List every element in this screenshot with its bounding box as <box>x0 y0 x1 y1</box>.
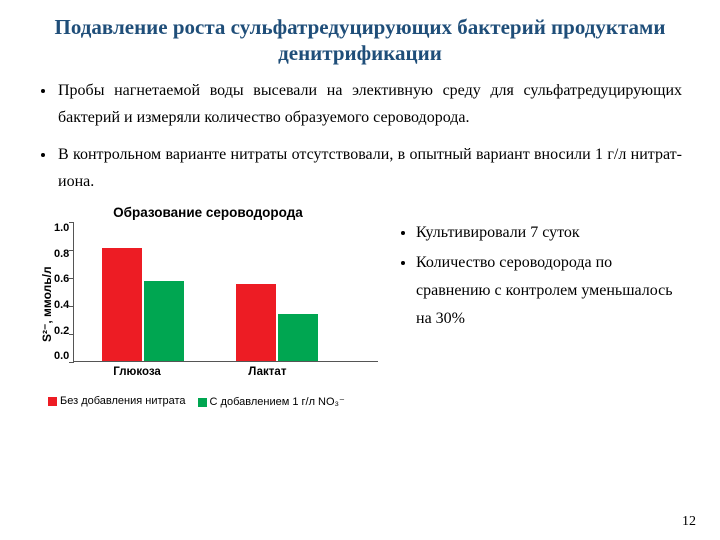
page-number: 12 <box>682 514 696 530</box>
y-tick: 0.8 <box>54 248 69 260</box>
top-bullets: Пробы нагнетаемой воды высевали на элект… <box>38 77 682 196</box>
bar-group <box>236 284 318 361</box>
chart-title: Образование сероводорода <box>38 205 378 220</box>
category-label: Лактат <box>248 366 286 378</box>
y-tick-mark <box>69 334 74 336</box>
y-tick: 0.4 <box>54 299 69 311</box>
y-tick: 0.6 <box>54 273 69 285</box>
y-tick-mark <box>69 306 74 308</box>
bar <box>102 248 142 361</box>
y-axis-label: S²⁻, ммоль/л <box>38 222 54 387</box>
bullet-item: Культивировали 7 суток <box>416 219 682 247</box>
chart-container: Образование сероводорода S²⁻, ммоль/л 1.… <box>38 205 378 408</box>
y-tick-mark <box>69 222 74 224</box>
y-tick-mark <box>69 362 74 364</box>
bullet-item: В контрольном варианте нитраты отсутство… <box>56 141 682 195</box>
legend-swatch <box>48 397 57 406</box>
bar <box>278 314 318 362</box>
bullet-item: Пробы нагнетаемой воды высевали на элект… <box>56 77 682 131</box>
bar <box>144 281 184 361</box>
y-axis-ticks: 1.0 0.8 0.6 0.4 0.2 0.0 <box>54 222 73 362</box>
legend-item: Без добавления нитрата <box>48 395 186 408</box>
slide-title: Подавление роста сульфатредуцирующих бак… <box>38 14 682 67</box>
plot-area <box>73 222 378 362</box>
y-tick: 1.0 <box>54 222 69 234</box>
y-tick: 0.0 <box>54 350 69 362</box>
legend-label: Без добавления нитрата <box>60 395 186 407</box>
y-tick-mark <box>69 250 74 252</box>
lower-row: Образование сероводорода S²⁻, ммоль/л 1.… <box>38 205 682 408</box>
legend-item: С добавлением 1 г/л NO₃⁻ <box>198 395 345 408</box>
y-tick-mark <box>69 278 74 280</box>
chart-legend: Без добавления нитрата С добавлением 1 г… <box>48 395 378 408</box>
chart-box: S²⁻, ммоль/л 1.0 0.8 0.6 0.4 0.2 0.0 Глю… <box>38 222 378 387</box>
bar-group <box>102 248 184 361</box>
bullet-item: Количество сероводорода по сравнению с к… <box>416 249 682 333</box>
plot-wrap: Глюкоза Лактат <box>73 222 378 387</box>
y-tick: 0.2 <box>54 325 69 337</box>
category-label: Глюкоза <box>113 366 161 378</box>
right-bullets: Культивировали 7 суток Количество серово… <box>398 205 682 408</box>
slide: Подавление роста сульфатредуцирующих бак… <box>0 0 720 540</box>
legend-swatch <box>198 398 207 407</box>
category-labels: Глюкоза Лактат <box>73 366 378 382</box>
legend-label: С добавлением 1 г/л NO₃⁻ <box>210 396 345 408</box>
bar <box>236 284 276 361</box>
